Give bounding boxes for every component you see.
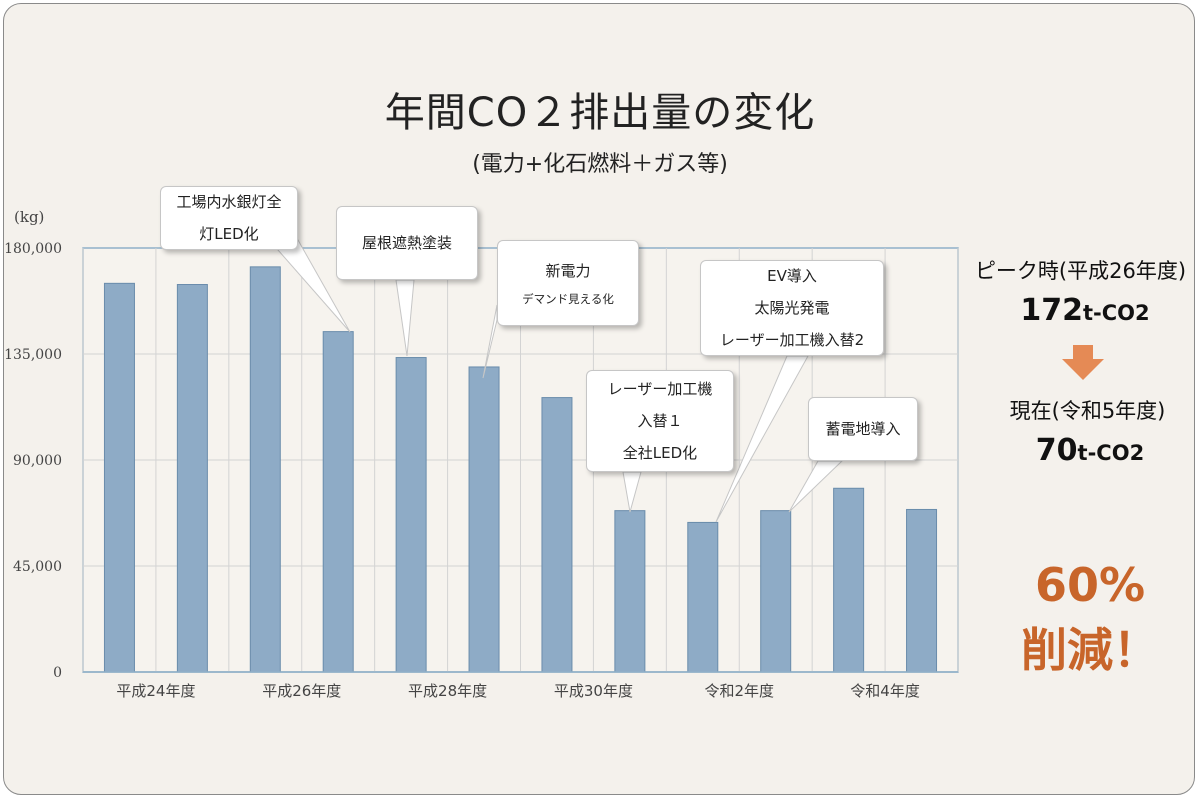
x-tick-label: 平成30年度	[554, 682, 633, 700]
bar	[468, 366, 500, 673]
x-tick-label: 令和2年度	[704, 682, 774, 700]
current-number: 70	[1035, 433, 1078, 468]
current-value: 70t-CO2	[990, 433, 1190, 468]
annotation-line: 屋根遮熱塗装	[361, 234, 452, 252]
bar	[760, 510, 792, 673]
bar	[687, 521, 719, 673]
annotation-callout: レーザー加工機 入替１ 全社LED化	[586, 370, 734, 472]
annotation-pointer	[395, 279, 415, 357]
annotation-pointer	[788, 460, 844, 513]
annotation-line: 工場内水銀灯全	[176, 193, 282, 211]
annotation-pointer	[715, 355, 809, 523]
annotation-line: レーザー加工機	[607, 380, 713, 398]
annotation-line: レーザー加工機入替2	[719, 331, 865, 349]
annotation-line: EV導入	[767, 267, 817, 285]
bar	[541, 397, 573, 673]
annotation-callout: 工場内水銀灯全 灯LED化	[160, 186, 298, 250]
peak-unit: t-CO2	[1082, 301, 1150, 325]
annotation-line: 灯LED化	[199, 225, 259, 243]
annotation-line: 太陽光発電	[754, 299, 830, 317]
y-tick-label: 135,000	[4, 347, 62, 363]
annotation-line: 全社LED化	[622, 444, 698, 462]
bar	[614, 510, 646, 673]
reduction-percent: 60%	[1034, 558, 1146, 612]
annotation-pointer	[622, 471, 642, 513]
annotation-callout: 新電力 デマンド見える化	[497, 240, 639, 326]
y-tick-label: 0	[53, 665, 62, 681]
annotation-callout: EV導入 太陽光発電 レーザー加工機入替2	[700, 260, 884, 356]
y-axis-unit-label: (kg)	[14, 208, 45, 226]
chart-title: 年間CO２排出量の変化	[384, 90, 816, 136]
y-tick-label: 180,000	[4, 241, 62, 257]
current-unit: t-CO2	[1077, 441, 1145, 465]
bar	[395, 357, 427, 673]
bar	[176, 284, 208, 673]
annotation-line: 入替１	[637, 412, 683, 430]
y-tick-label: 90,000	[13, 453, 62, 469]
down-arrow-icon	[1062, 345, 1104, 380]
y-tick-label: 45,000	[13, 559, 62, 575]
annotation-callout: 屋根遮熱塗装	[336, 206, 478, 280]
reduction-text: 削減！	[1021, 623, 1159, 677]
peak-value: 172t-CO2	[985, 293, 1185, 328]
x-tick-label: 平成24年度	[116, 682, 195, 700]
annotation-line: 蓄電地導入	[825, 420, 901, 438]
annotation-callout: 蓄電地導入	[808, 397, 918, 461]
annotation-line: 新電力	[545, 262, 591, 280]
bar	[249, 266, 281, 673]
peak-label: ピーク時(平成26年度)	[974, 259, 1187, 283]
bar	[833, 487, 865, 673]
x-tick-label: 平成26年度	[262, 682, 341, 700]
x-tick-label: 平成28年度	[408, 682, 487, 700]
chart-subtitle: (電力+化石燃料＋ガス等)	[472, 152, 728, 177]
annotation-line: デマンド見える化	[522, 292, 614, 306]
bar	[103, 282, 135, 673]
bar	[906, 508, 938, 673]
current-label: 現在(令和5年度)	[1009, 399, 1166, 423]
bar	[322, 331, 354, 673]
x-tick-label: 令和4年度	[850, 682, 920, 700]
peak-number: 172	[1020, 293, 1083, 328]
